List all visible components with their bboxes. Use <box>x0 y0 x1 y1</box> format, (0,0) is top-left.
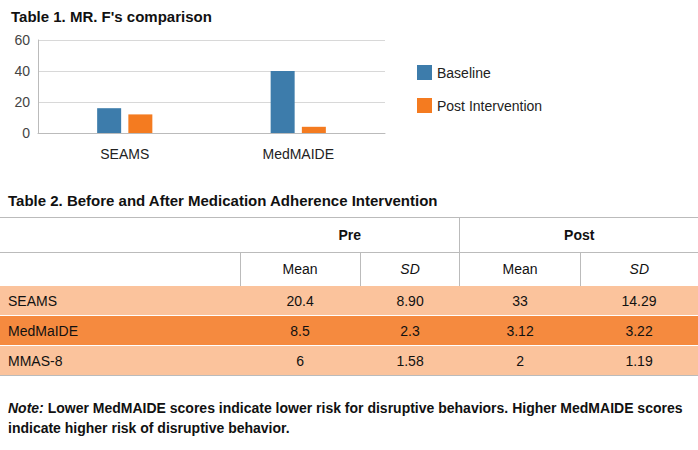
html-text:8.5: 8.5 <box>290 322 310 339</box>
html-text:MMAS-8: MMAS-8 <box>8 352 63 369</box>
html-text:SD: SD <box>400 261 420 277</box>
html-text:MedMaIDE: MedMaIDE <box>8 322 78 339</box>
html-text:Mean: Mean <box>282 261 318 277</box>
svg-text:SEAMS: SEAMS <box>100 146 149 162</box>
html-text:14.29: 14.29 <box>621 292 657 309</box>
html-text:3.22: 3.22 <box>625 322 653 339</box>
html-text:Mean: Mean <box>502 261 538 277</box>
svg-text:Baseline: Baseline <box>437 65 491 81</box>
svg-text:0: 0 <box>22 125 30 141</box>
svg-text:MedMAIDE: MedMAIDE <box>262 146 334 162</box>
html-text:Post: Post <box>564 227 595 243</box>
html-text:SEAMS: SEAMS <box>8 292 57 309</box>
svg-text:60: 60 <box>14 32 30 48</box>
html-text:33: 33 <box>512 292 528 309</box>
html-text:SD: SD <box>629 261 649 277</box>
html-text:Pre: Pre <box>338 227 361 243</box>
svg-text:20: 20 <box>14 94 30 110</box>
svg-text:Post Intervention: Post Intervention <box>437 98 542 114</box>
svg-text:Table 1. MR. F's comparison: Table 1. MR. F's comparison <box>11 8 212 25</box>
html-text:Table 2. Before and After Medi: Table 2. Before and After Medication Adh… <box>8 192 438 209</box>
html-text:2.3: 2.3 <box>400 322 420 339</box>
html-text:20.4: 20.4 <box>286 292 314 309</box>
html-text:1.58: 1.58 <box>396 352 424 369</box>
svg-text:40: 40 <box>14 63 30 79</box>
html-text:Note: Lower MedMAIDE scores in: Note: Lower MedMAIDE scores indicate low… <box>8 400 683 436</box>
html-text:2: 2 <box>516 352 524 369</box>
html-text:6: 6 <box>296 352 304 369</box>
html-text:1.19: 1.19 <box>625 352 653 369</box>
html-text:8.90: 8.90 <box>396 292 424 309</box>
html-text:3.12: 3.12 <box>506 322 534 339</box>
